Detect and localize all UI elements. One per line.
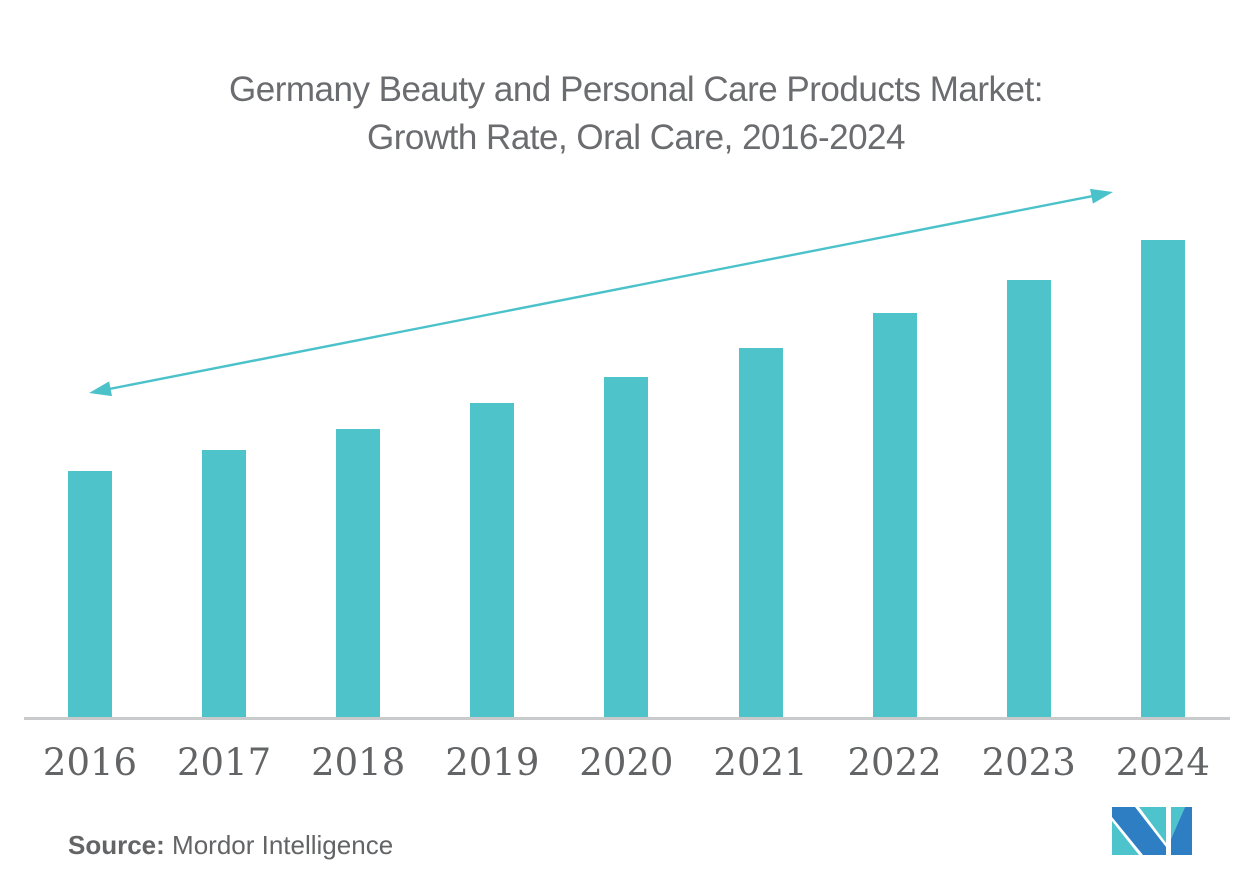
- x-axis-label-2016: 2016: [42, 741, 138, 784]
- chart-title: Germany Beauty and Personal Care Product…: [10, 66, 1252, 162]
- trend-arrow-head-left: [89, 381, 112, 397]
- logo-blue-band-shape: [1112, 807, 1166, 855]
- logo-teal-bottom-shape: [1112, 821, 1139, 855]
- bar-2024: [1140, 240, 1185, 717]
- bar-2017: [202, 450, 247, 717]
- bar-2016: [68, 471, 112, 717]
- bar-2023: [1006, 280, 1051, 717]
- source-text: Mordor Intelligence: [164, 830, 394, 860]
- source-label: Source:: [68, 830, 165, 860]
- plot-area: [68, 188, 1185, 717]
- bar-2019: [470, 403, 515, 717]
- bar-2018: [336, 429, 381, 717]
- x-axis-label-2024: 2024: [1115, 741, 1210, 784]
- bar-2020: [604, 377, 649, 717]
- trend-arrow-head-right: [1090, 188, 1113, 204]
- bar-2021: [738, 348, 783, 717]
- x-axis-label-2021: 2021: [713, 741, 808, 784]
- logo-blue-right-shape: [1171, 807, 1192, 855]
- logo-teal-top-shape: [1139, 807, 1166, 843]
- chart-title-line1: Germany Beauty and Personal Care Product…: [229, 70, 1043, 109]
- x-axis-label-2017: 2017: [177, 741, 272, 784]
- bar-2022: [872, 313, 917, 717]
- x-axis-label-2018: 2018: [311, 741, 406, 784]
- x-axis-line: [24, 717, 1230, 720]
- chart-title-line2: Growth Rate, Oral Care, 2016-2024: [367, 118, 905, 157]
- mordor-intelligence-logo: [1112, 807, 1192, 855]
- x-axis-label-2020: 2020: [579, 741, 674, 784]
- x-axis-label-2022: 2022: [847, 741, 942, 784]
- source-line: Source: Mordor Intelligence: [68, 830, 393, 860]
- x-axis-label-2019: 2019: [445, 741, 540, 784]
- x-axis-label-2023: 2023: [981, 741, 1076, 784]
- trend-arrow-line: [95, 192, 1107, 393]
